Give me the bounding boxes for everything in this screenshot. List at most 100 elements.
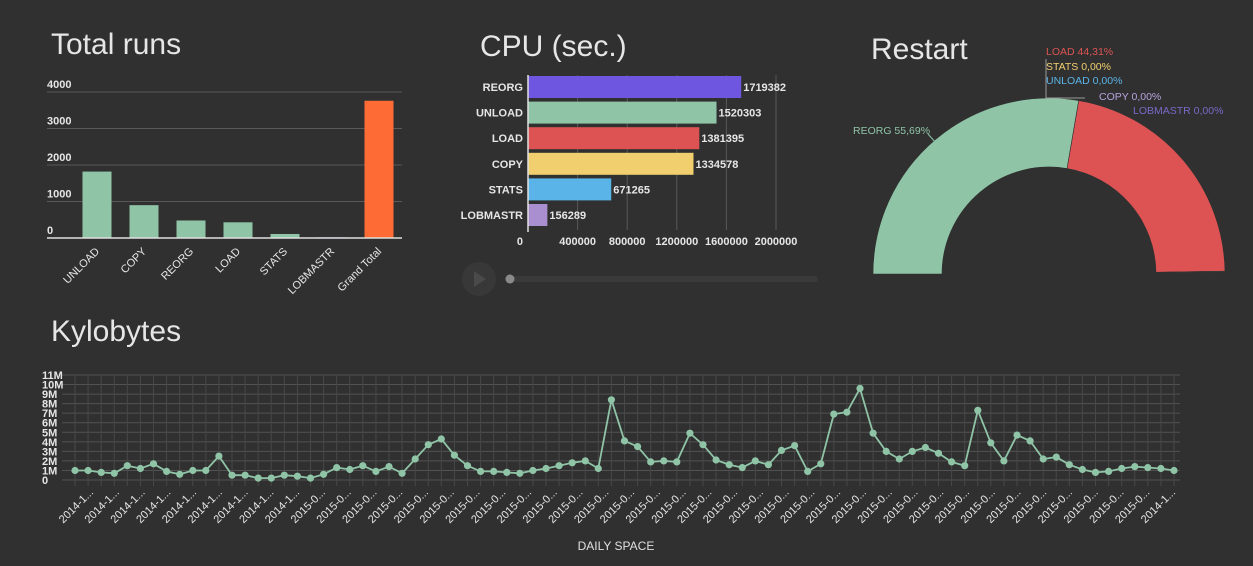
runs-bar — [82, 171, 112, 238]
kb-point — [437, 435, 445, 443]
kb-point — [1052, 453, 1060, 461]
cpu-y-tick: REORG — [483, 82, 523, 94]
kb-point — [895, 455, 903, 463]
kb-point — [267, 474, 275, 482]
kb-point — [1039, 455, 1047, 463]
kb-y-tick: 7M — [42, 408, 57, 420]
kb-point — [830, 410, 838, 418]
kb-point — [1000, 457, 1008, 465]
kb-point — [961, 462, 969, 470]
cpu-y-tick: STATS — [489, 184, 523, 196]
kb-point — [215, 452, 223, 460]
kb-point — [71, 466, 79, 475]
cpu-x-tick: 0 — [517, 236, 523, 248]
restart-label: LOAD 44,31% — [1046, 46, 1113, 58]
cpu-value-label: 671265 — [613, 184, 650, 196]
kb-point — [450, 451, 458, 459]
kb-point — [1170, 466, 1178, 475]
kb-y-tick: 2M — [42, 456, 57, 468]
kb-point — [1157, 464, 1165, 473]
restart-label: STATS 0,00% — [1046, 61, 1111, 73]
kb-point — [921, 443, 930, 452]
cpu-bar — [528, 204, 548, 226]
restart-slice — [872, 97, 1080, 275]
kb-point — [804, 467, 812, 475]
runs-x-tick: REORG — [159, 246, 196, 283]
kb-point — [751, 457, 759, 465]
kb-point — [673, 458, 681, 466]
kb-point — [974, 406, 982, 414]
runs-bar — [129, 205, 159, 238]
play-icon — [474, 271, 486, 287]
kb-point — [1078, 465, 1086, 474]
kb-point — [176, 470, 184, 478]
kb-point — [228, 471, 236, 479]
player-handle[interactable] — [505, 274, 515, 284]
runs-x-tick: STATS — [258, 246, 290, 278]
cpu-x-tick: 1600000 — [705, 236, 748, 248]
kb-point — [1131, 463, 1139, 471]
kb-y-tick: 5M — [42, 427, 57, 439]
kb-point — [254, 474, 262, 482]
kb-point — [817, 460, 825, 468]
kb-point — [163, 467, 171, 475]
kb-point — [555, 462, 563, 470]
kb-point — [699, 441, 707, 449]
restart-leader-line — [1045, 59, 1085, 99]
kb-y-tick: 4M — [42, 437, 57, 449]
kb-point — [241, 471, 249, 479]
restart-leader-line — [927, 133, 937, 144]
kb-point — [856, 384, 864, 392]
kb-point — [647, 458, 655, 466]
kb-point — [411, 455, 419, 463]
player-track[interactable] — [505, 276, 818, 282]
cpu-value-label: 1719382 — [743, 82, 786, 94]
kb-point — [594, 464, 602, 473]
kb-point — [908, 447, 916, 455]
kb-point — [1091, 468, 1100, 476]
animation-player[interactable] — [462, 262, 818, 296]
runs-bar — [223, 222, 253, 238]
kb-y-tick: 0 — [42, 475, 48, 487]
kb-point — [1013, 431, 1021, 439]
cpu-bar — [528, 152, 694, 175]
cpu-x-tick: 1200000 — [655, 236, 698, 248]
runs-bar — [270, 233, 300, 238]
kb-y-tick: 9M — [42, 389, 57, 401]
restart-slice — [1066, 100, 1226, 273]
kb-point — [320, 470, 328, 478]
kb-point — [725, 461, 733, 469]
cpu-bar — [528, 76, 742, 98]
kb-point — [948, 458, 956, 466]
cpu-value-label: 1334578 — [695, 159, 738, 171]
cpu-x-tick: 400000 — [559, 236, 596, 248]
kb-point — [620, 437, 629, 445]
runs-x-tick: LOAD — [213, 246, 243, 276]
cpu-value-label: 1520303 — [719, 108, 762, 120]
cpu-bar — [528, 178, 612, 201]
kb-y-tick: 8M — [42, 399, 57, 411]
kb-point — [777, 446, 786, 454]
kb-point — [359, 462, 367, 470]
kb-point — [712, 456, 720, 464]
kb-point — [634, 443, 642, 451]
kb-point — [463, 462, 472, 470]
cpu-x-tick: 2000000 — [755, 236, 798, 248]
cpu-bar — [528, 101, 717, 124]
cpu-bar — [528, 127, 700, 150]
kb-point — [660, 457, 668, 465]
cpu-y-tick: UNLOAD — [476, 108, 523, 120]
kylobytes-title: Kylobytes — [51, 315, 181, 348]
restart-slice — [1155, 272, 1226, 275]
kb-point — [398, 469, 406, 477]
cpu-y-tick: COPY — [492, 159, 524, 171]
runs-bar — [176, 220, 206, 238]
kb-y-tick: 10M — [42, 380, 63, 392]
kb-point — [280, 471, 288, 479]
kb-point — [843, 408, 851, 416]
kb-point — [934, 449, 943, 457]
runs-y-tick: 2000 — [47, 152, 71, 164]
kb-point — [987, 439, 995, 447]
runs-bar — [364, 100, 394, 238]
